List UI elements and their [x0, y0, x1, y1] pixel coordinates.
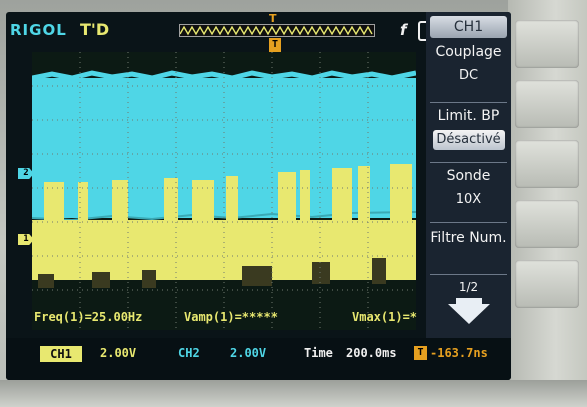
- soft-menu: CH1 Couplage DC Limit. BP Désactivé Sond…: [426, 12, 511, 338]
- measurement-row: Freq(1)=25.00Hz Vamp(1)=***** Vmax(1)=*: [34, 310, 424, 328]
- ch1-volts-div: 2.00V: [100, 346, 137, 360]
- time-label: Time: [304, 346, 333, 360]
- menu-divider: [430, 274, 507, 275]
- menu-key-5[interactable]: [515, 260, 579, 308]
- memory-depth-bar: [179, 24, 375, 37]
- menu-key-3[interactable]: [515, 140, 579, 188]
- arrow-down-icon[interactable]: [448, 298, 490, 324]
- menu-divider: [430, 222, 507, 223]
- lcd-screen: RIGOL T'D T f T: [6, 12, 511, 380]
- trigger-status: T'D: [80, 20, 110, 39]
- menu-key-2[interactable]: [515, 80, 579, 128]
- menu-key-1[interactable]: [515, 20, 579, 68]
- menu-item-label: Limit. BP: [437, 108, 500, 124]
- trigger-position-marker: T: [269, 38, 281, 52]
- menu-title: CH1: [430, 16, 507, 38]
- trigger-icon: T: [414, 346, 427, 360]
- freq-measurement: Freq(1)=25.00Hz: [34, 310, 143, 324]
- menu-item-filtre-num[interactable]: Filtre Num.: [428, 226, 509, 286]
- rising-edge-icon: f: [400, 21, 407, 39]
- menu-item-value: DC: [458, 68, 479, 83]
- top-status-bar: RIGOL T'D T f: [6, 12, 430, 48]
- trigger-position: -163.7ns: [430, 346, 488, 360]
- waveform-display: [32, 52, 416, 330]
- ch2-offset-marker[interactable]: 2: [18, 168, 34, 179]
- menu-item-label: Couplage: [435, 44, 502, 60]
- time-base: 200.0ms: [346, 346, 397, 360]
- vmax-measurement: Vmax(1)=*: [352, 310, 418, 324]
- ch2-volts-div: 2.00V: [230, 346, 267, 360]
- menu-item-sonde[interactable]: Sonde 10X: [428, 164, 509, 224]
- waveform-grid: [32, 52, 416, 330]
- memory-waveform-icon: [180, 25, 373, 36]
- menu-key-4[interactable]: [515, 200, 579, 248]
- ch1-offset-marker[interactable]: 1: [18, 234, 34, 245]
- graticule: [32, 52, 416, 330]
- menu-divider: [430, 102, 507, 103]
- ch2-trace-top-edge: [32, 70, 416, 81]
- trigger-position-top-marker: T: [269, 12, 277, 25]
- menu-item-value: 10X: [455, 192, 482, 207]
- menu-page-indicator: 1/2: [458, 280, 479, 294]
- menu-item-label: Sonde: [446, 168, 491, 184]
- menu-item-label: Filtre Num.: [430, 230, 507, 246]
- menu-item-value: Désactivé: [432, 130, 505, 150]
- ch1-badge: CH1: [40, 346, 82, 362]
- ch1-trace: [32, 164, 416, 280]
- menu-item-couplage[interactable]: Couplage DC: [428, 40, 509, 100]
- bezel-bottom: [0, 380, 587, 407]
- bottom-status-bar: CH1 2.00V CH2 2.00V Time 200.0ms T -163.…: [6, 338, 511, 380]
- vamp-measurement: Vamp(1)=*****: [184, 310, 278, 324]
- ch2-label: CH2: [178, 346, 200, 360]
- brand-logo: RIGOL: [10, 21, 67, 39]
- ch1-trace-gaps: [38, 258, 386, 288]
- menu-item-limit-bp[interactable]: Limit. BP Désactivé: [428, 104, 509, 164]
- menu-divider: [430, 162, 507, 163]
